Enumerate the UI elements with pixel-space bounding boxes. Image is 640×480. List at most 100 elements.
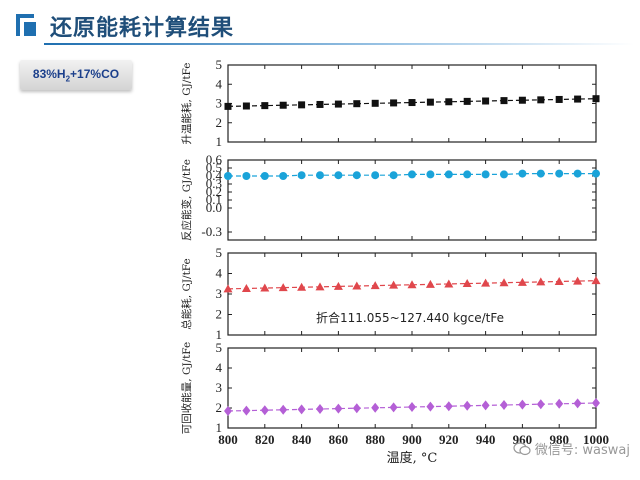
data-point <box>481 170 490 179</box>
data-point <box>260 283 270 292</box>
x-tick-label: 1000 <box>583 432 609 447</box>
data-point <box>537 96 545 104</box>
x-tick-label: 880 <box>365 432 385 447</box>
data-point <box>444 170 453 179</box>
y-tick-label: 0.6 <box>206 152 223 167</box>
data-point <box>573 169 582 178</box>
data-point <box>444 401 453 412</box>
data-point <box>407 280 417 289</box>
data-point <box>279 404 288 415</box>
y-tick-label: 1 <box>216 420 223 435</box>
data-point <box>297 171 306 180</box>
data-point <box>316 100 324 108</box>
y-tick-label: 1 <box>216 327 223 342</box>
data-point <box>334 100 342 108</box>
y-tick-label: 2 <box>216 115 223 130</box>
data-point <box>371 171 380 180</box>
y-tick-label: 5 <box>216 57 223 72</box>
data-point <box>555 398 564 409</box>
y-tick-label: 5 <box>216 340 223 355</box>
data-point <box>554 276 564 285</box>
data-point <box>260 405 269 416</box>
data-point <box>500 97 508 105</box>
y-tick-label: 3 <box>216 96 223 111</box>
y-axis-label-1: 升温能耗, GJ/tFe <box>180 63 193 145</box>
data-point <box>444 279 454 288</box>
y-tick-label: 5 <box>216 245 223 260</box>
data-point <box>333 281 343 290</box>
data-point <box>408 99 416 107</box>
panel-frame-4 <box>227 347 597 429</box>
y-tick-label: 0.0 <box>206 200 222 215</box>
y-tick-label: 0.1 <box>206 192 222 207</box>
y-axis-label-2: 反应能变, GJ/tFe <box>180 159 193 241</box>
y-tick-label: 2 <box>216 307 223 322</box>
data-point <box>445 98 453 106</box>
data-point <box>261 102 269 110</box>
data-point <box>536 399 545 410</box>
data-point <box>426 170 435 179</box>
data-point <box>555 169 564 178</box>
gas-h2-subscript: 2 <box>65 74 71 84</box>
data-point <box>297 282 307 291</box>
watermark: 微信号: waswaj <box>513 439 630 458</box>
data-point <box>352 281 362 290</box>
wechat-icon <box>513 442 531 456</box>
x-tick-label: 980 <box>549 432 569 447</box>
gas-composition-badge: 83%H2+17%CO <box>20 60 132 90</box>
y-axis-label-3: 总能耗, GJ/tFe <box>180 258 193 329</box>
data-point <box>536 277 546 286</box>
y-tick-label: 3 <box>216 380 223 395</box>
x-tick-label: 860 <box>329 432 349 447</box>
data-point <box>592 169 600 178</box>
x-axis-label: 温度, °C <box>387 450 438 466</box>
data-point <box>463 97 471 105</box>
gas-composition-label: 83%H2+17%CO <box>20 67 132 83</box>
data-point <box>389 280 399 289</box>
gas-h2-text: 83%H <box>32 67 66 81</box>
watermark-text: 微信号: waswaj <box>534 443 630 458</box>
data-point <box>316 171 324 180</box>
y-tick-label: 2 <box>216 400 223 415</box>
y-tick-label: 4 <box>216 360 223 375</box>
data-point <box>573 276 583 285</box>
y-tick-label: 0.2 <box>206 184 222 199</box>
data-point <box>462 279 472 288</box>
data-point <box>223 284 233 293</box>
data-point <box>371 402 380 413</box>
data-point <box>352 171 361 180</box>
y-tick-label: -0.3 <box>201 224 222 239</box>
x-tick-label: 800 <box>218 432 238 447</box>
x-tick-label: 920 <box>439 432 459 447</box>
data-point <box>463 400 472 411</box>
slide-bracket-icon <box>16 14 36 36</box>
data-point <box>370 281 380 290</box>
data-point <box>297 404 306 415</box>
data-point <box>426 401 435 412</box>
data-point <box>353 100 361 108</box>
data-point <box>499 278 509 287</box>
data-point <box>279 101 287 109</box>
data-point <box>518 169 527 178</box>
data-point <box>241 283 251 292</box>
x-tick-label: 900 <box>402 432 422 447</box>
y-tick-label: 3 <box>216 286 223 301</box>
data-point <box>315 282 325 291</box>
data-point <box>592 398 600 408</box>
y-tick-label: 0.5 <box>206 160 222 175</box>
data-point <box>279 172 288 180</box>
data-point <box>555 95 563 103</box>
data-point <box>224 406 232 416</box>
data-point <box>352 403 361 414</box>
data-point <box>298 101 306 109</box>
data-point <box>242 102 250 110</box>
chart-annotation: 折合111.055~127.440 kgce/tFe <box>316 310 504 325</box>
data-point <box>481 400 490 411</box>
data-point <box>242 172 251 180</box>
data-point <box>591 276 601 285</box>
data-point <box>390 99 398 107</box>
y-axis-label-4: 可回收能量, GJ/tFe <box>180 342 193 434</box>
page-title: 还原能耗计算结果 <box>50 16 235 41</box>
y-tick-label: 0.3 <box>206 176 222 191</box>
